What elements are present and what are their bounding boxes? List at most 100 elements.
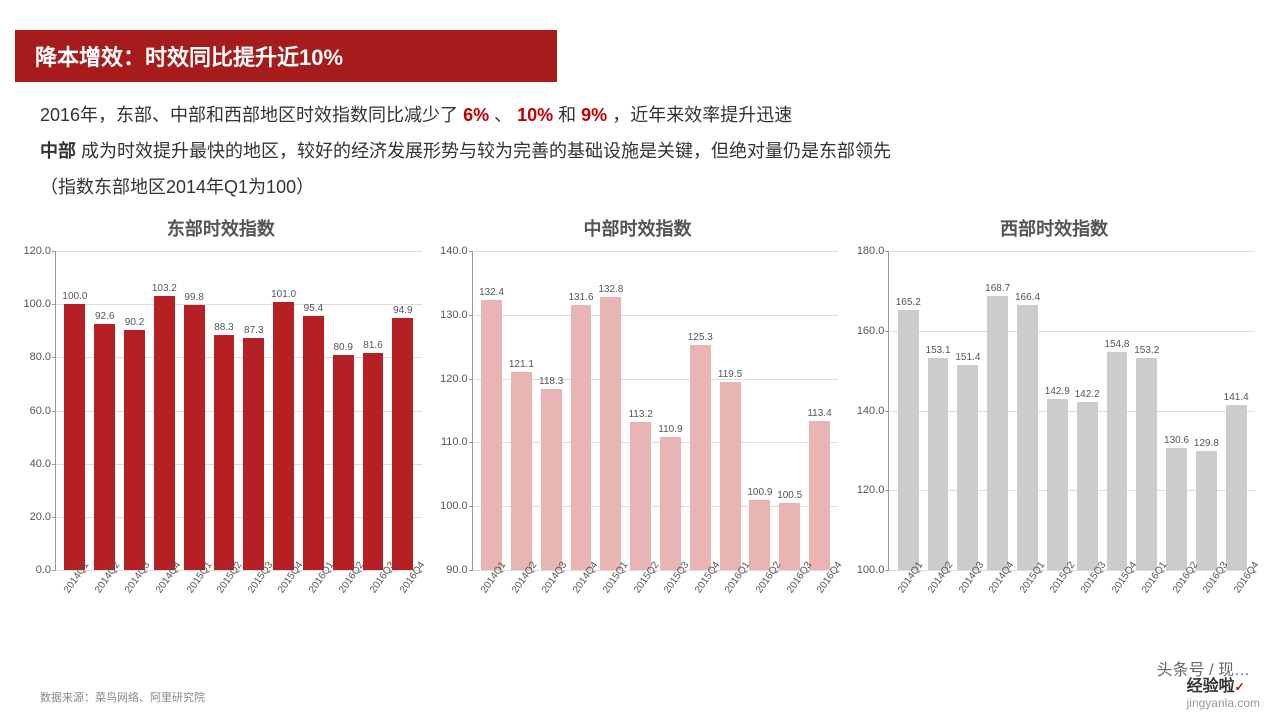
bar bbox=[64, 304, 85, 570]
bar-wrap: 132.4 bbox=[477, 251, 507, 570]
bar bbox=[1107, 352, 1128, 571]
bar bbox=[660, 437, 681, 570]
bar-wrap: 151.4 bbox=[953, 251, 983, 570]
bar-value-label: 153.1 bbox=[926, 345, 951, 356]
data-source: 数据来源：菜鸟网络、阿里研究院 bbox=[40, 689, 205, 705]
bar-wrap: 168.7 bbox=[983, 251, 1013, 570]
bar-value-label: 132.8 bbox=[598, 284, 623, 295]
bar-wrap: 166.4 bbox=[1013, 251, 1043, 570]
x-axis: 2014Q12014Q22014Q32014Q42015Q12015Q22015… bbox=[472, 571, 839, 631]
bar bbox=[928, 358, 949, 570]
bar-value-label: 142.9 bbox=[1045, 386, 1070, 397]
bar-value-label: 118.3 bbox=[539, 376, 563, 387]
bar-value-label: 90.2 bbox=[125, 317, 144, 328]
desc-text: 成为时效提升最快的地区，较好的经济发展形势与较为完善的基础设施是关键，但绝对量仍… bbox=[81, 141, 891, 161]
bar-wrap: 92.6 bbox=[90, 251, 120, 570]
bar bbox=[1077, 402, 1098, 570]
bar bbox=[1166, 448, 1187, 570]
bar-wrap: 113.2 bbox=[626, 251, 656, 570]
plot-area: 0.020.040.060.080.0100.0120.0100.092.690… bbox=[55, 251, 422, 571]
bar bbox=[541, 389, 562, 570]
highlight-pct: 10% bbox=[517, 105, 553, 125]
y-tick-label: 110.0 bbox=[433, 436, 468, 448]
bar bbox=[1017, 305, 1038, 570]
y-tick-label: 120.0 bbox=[16, 245, 51, 257]
bar-value-label: 119.5 bbox=[718, 369, 742, 380]
bar bbox=[124, 330, 145, 570]
bar-value-label: 101.0 bbox=[271, 289, 296, 300]
bars: 100.092.690.2103.299.888.387.3101.095.48… bbox=[56, 251, 422, 570]
bar bbox=[600, 297, 621, 570]
y-tick-label: 40.0 bbox=[16, 458, 51, 470]
bar-wrap: 94.9 bbox=[388, 251, 418, 570]
bar-value-label: 132.4 bbox=[479, 287, 504, 298]
y-tick-label: 100.0 bbox=[16, 298, 51, 310]
bar bbox=[987, 296, 1008, 570]
charts-row: 东部时效指数 0.020.040.060.080.0100.0120.0100.0… bbox=[0, 205, 1280, 645]
bar bbox=[1196, 451, 1217, 570]
watermark-logo: 经验啦 bbox=[1187, 678, 1235, 695]
bar-wrap: 87.3 bbox=[239, 251, 269, 570]
bar-value-label: 100.5 bbox=[777, 490, 802, 501]
bar bbox=[273, 302, 294, 570]
bar-wrap: 141.4 bbox=[1221, 251, 1251, 570]
chart-title: 中部时效指数 bbox=[432, 215, 844, 241]
y-tick-label: 180.0 bbox=[849, 245, 884, 257]
bar bbox=[630, 422, 651, 570]
bar bbox=[749, 500, 770, 570]
y-tick-label: 160.0 bbox=[849, 325, 884, 337]
bar bbox=[720, 382, 741, 570]
y-tick-label: 60.0 bbox=[16, 405, 51, 417]
bars: 132.4121.1118.3131.6132.8113.2110.9125.3… bbox=[473, 251, 839, 570]
page-title: 降本增效：时效同比提升近10% bbox=[15, 30, 557, 82]
bar-value-label: 165.2 bbox=[896, 297, 921, 308]
bar bbox=[779, 503, 800, 570]
bar-wrap: 81.6 bbox=[358, 251, 388, 570]
bar-wrap: 88.3 bbox=[209, 251, 239, 570]
bar-value-label: 151.4 bbox=[955, 352, 980, 363]
highlight-pct: 9% bbox=[581, 105, 607, 125]
bar bbox=[690, 345, 711, 570]
y-tick-label: 120.0 bbox=[849, 484, 884, 496]
bar-wrap: 165.2 bbox=[893, 251, 923, 570]
bar-wrap: 100.0 bbox=[60, 251, 90, 570]
bar-wrap: 101.0 bbox=[269, 251, 299, 570]
bar-wrap: 121.1 bbox=[506, 251, 536, 570]
chart-title: 东部时效指数 bbox=[15, 215, 427, 241]
bar-chart: 中部时效指数90.0100.0110.0120.0130.0140.0132.4… bbox=[432, 215, 844, 645]
y-tick-label: 140.0 bbox=[849, 405, 884, 417]
bar-value-label: 141.4 bbox=[1224, 392, 1249, 403]
y-tick-label: 80.0 bbox=[16, 351, 51, 363]
description: 2016年，东部、中部和西部地区时效指数同比减少了 6% 、 10% 和 9% … bbox=[0, 97, 1280, 205]
bar-value-label: 168.7 bbox=[985, 283, 1010, 294]
bar bbox=[1226, 405, 1247, 570]
bar-wrap: 125.3 bbox=[685, 251, 715, 570]
bar-wrap: 100.9 bbox=[745, 251, 775, 570]
bar-value-label: 121.1 bbox=[509, 359, 534, 370]
bar-value-label: 103.2 bbox=[152, 283, 177, 294]
bar-value-label: 113.2 bbox=[628, 409, 652, 420]
bar bbox=[94, 324, 115, 570]
bar-wrap: 132.8 bbox=[596, 251, 626, 570]
bar bbox=[957, 365, 978, 570]
bar-value-label: 100.0 bbox=[62, 291, 87, 302]
bar-wrap: 80.9 bbox=[328, 251, 358, 570]
bar-value-label: 113.4 bbox=[807, 408, 831, 419]
y-tick-label: 140.0 bbox=[433, 245, 468, 257]
bar-wrap: 129.8 bbox=[1191, 251, 1221, 570]
bar-wrap: 113.4 bbox=[805, 251, 835, 570]
bar bbox=[243, 338, 264, 570]
bar-wrap: 118.3 bbox=[536, 251, 566, 570]
desc-text: ，近年来效率提升迅速 bbox=[612, 105, 792, 125]
y-tick-label: 20.0 bbox=[16, 511, 51, 523]
bar-chart: 东部时效指数 0.020.040.060.080.0100.0120.0100.0… bbox=[15, 215, 427, 645]
bar bbox=[333, 355, 354, 570]
highlight-pct: 6% bbox=[463, 105, 489, 125]
chart-title: 西部时效指数 bbox=[848, 215, 1260, 241]
x-axis: 2014Q12014Q22014Q32014Q42015Q12015Q22015… bbox=[55, 571, 422, 631]
bar-wrap: 153.1 bbox=[923, 251, 953, 570]
watermark-url: jingyanla.com bbox=[1187, 696, 1260, 710]
bar bbox=[363, 353, 384, 570]
plot-area: 100.0120.0140.0160.0180.0165.2153.1151.4… bbox=[888, 251, 1255, 571]
bar-value-label: 99.8 bbox=[184, 292, 203, 303]
